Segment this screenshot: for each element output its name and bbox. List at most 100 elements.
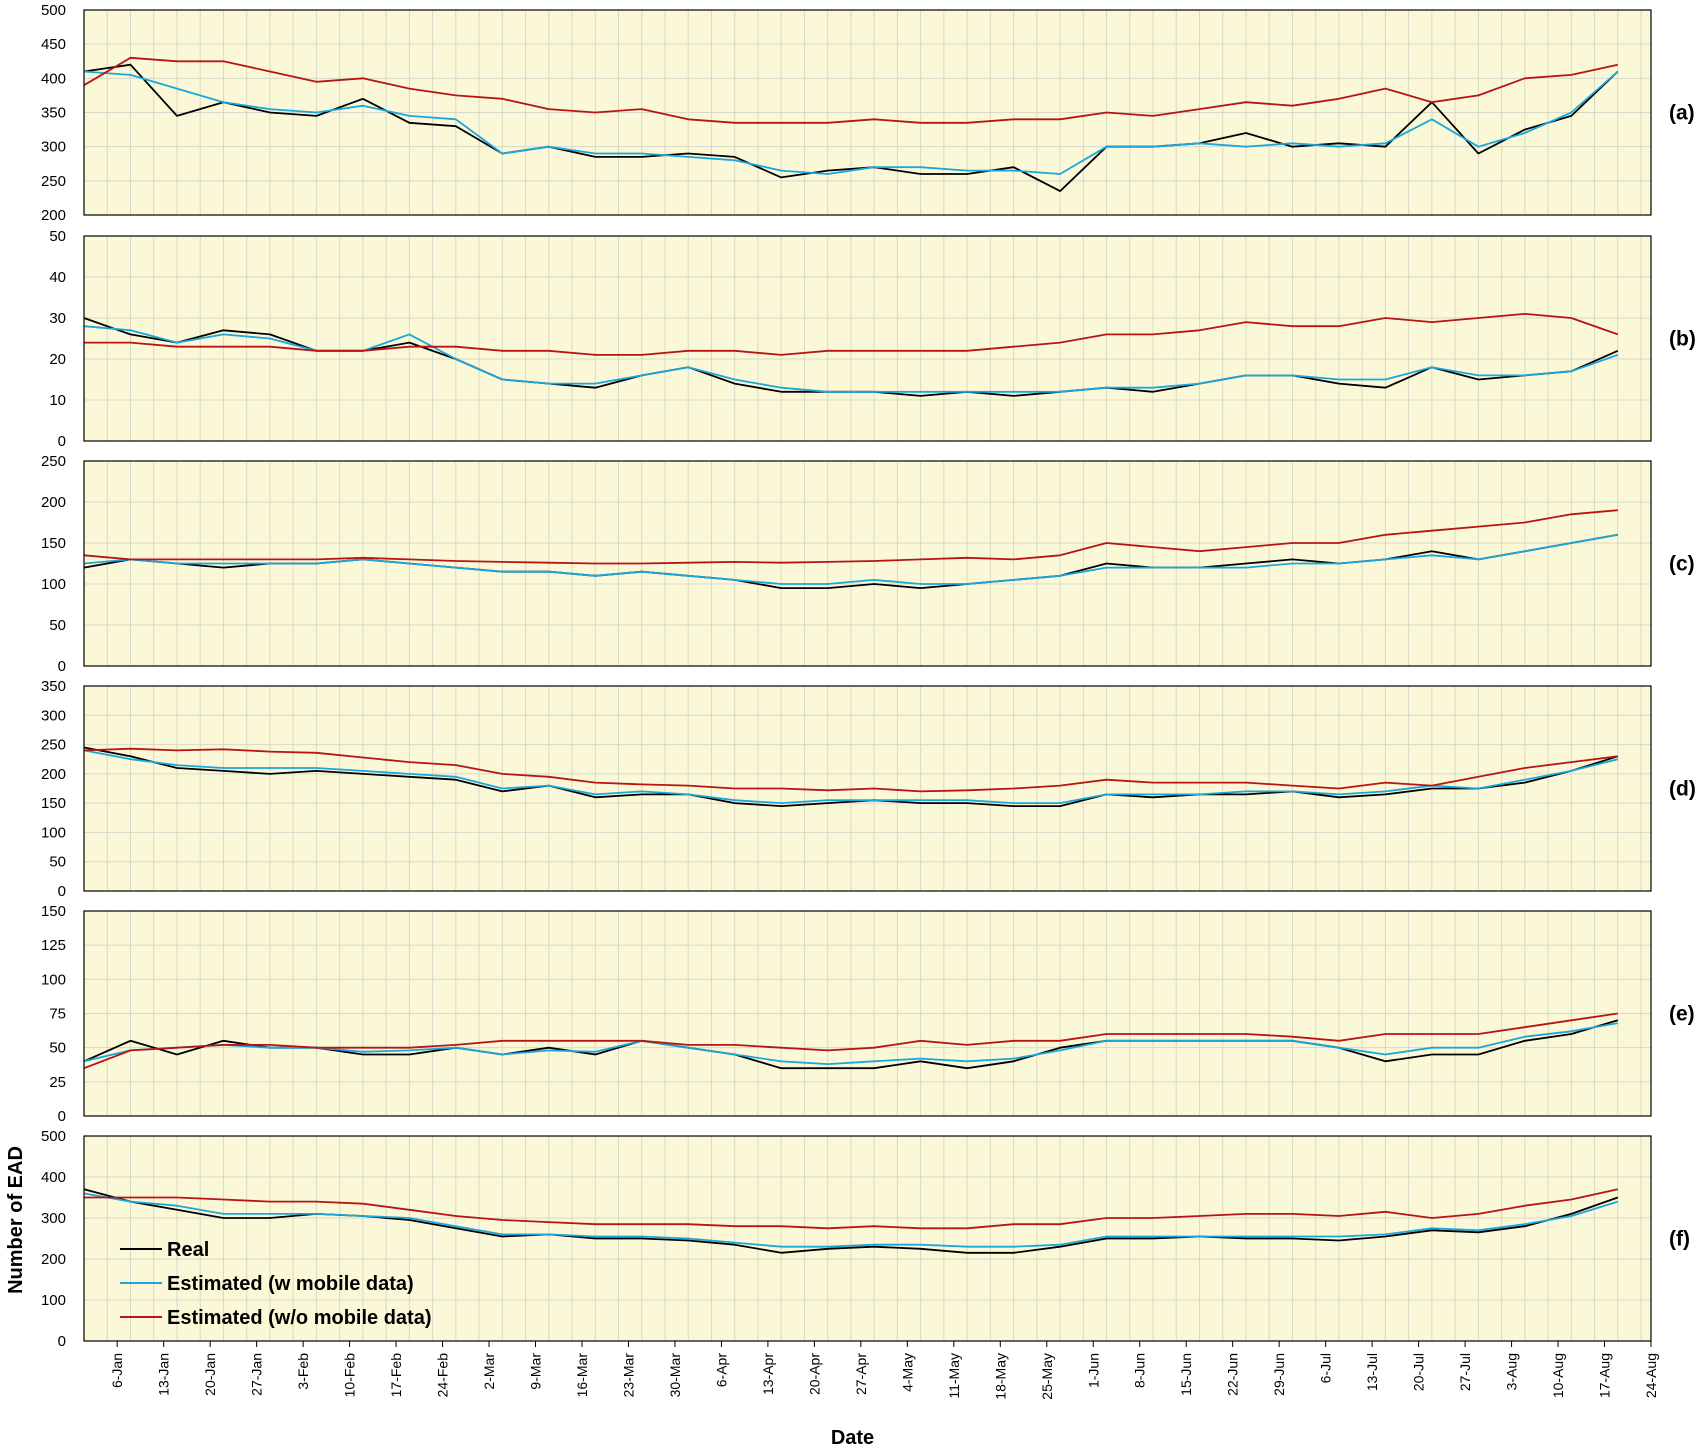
- y-tick-label: 75: [49, 1006, 66, 1023]
- y-tick-label: 150: [41, 535, 66, 552]
- x-tick-label: 20-Jan: [202, 1353, 218, 1396]
- panel-label: (a): [1669, 102, 1695, 125]
- panel-frame: [83, 1135, 1652, 1342]
- x-tick-label: 29-Jun: [1271, 1353, 1287, 1396]
- series-line-estimated-w-o-mobile-data: [84, 1188, 1618, 1230]
- x-tick-label: 4-May: [899, 1353, 915, 1392]
- panel-label: (e): [1669, 1003, 1695, 1026]
- series-line-estimated-w-o-mobile-data: [83, 1012, 1618, 1070]
- x-tick-label: 2-Mar: [481, 1353, 497, 1390]
- y-tick-label: 400: [41, 1169, 66, 1186]
- panel-label: (b): [1669, 328, 1696, 351]
- y-tick-label: 300: [41, 139, 66, 156]
- x-tick-label: 20-Jul: [1411, 1353, 1427, 1391]
- panel-frame: [83, 9, 1652, 216]
- y-tick-label: 500: [41, 1128, 66, 1145]
- x-tick-label: 1-Jun: [1085, 1353, 1101, 1388]
- x-tick-label: 13-Jul: [1364, 1353, 1380, 1391]
- x-tick-label: 22-Jun: [1225, 1353, 1241, 1396]
- series-line-estimated-w-o-mobile-data: [83, 56, 1618, 124]
- y-tick-label: 0: [58, 1108, 66, 1125]
- x-tick-label: 3-Feb: [295, 1353, 311, 1390]
- y-tick-label: 200: [41, 1251, 66, 1268]
- x-tick-label: 6-Jul: [1318, 1353, 1334, 1383]
- x-tick-label: 27-Jul: [1457, 1353, 1473, 1391]
- x-tick-label: 3-Aug: [1504, 1353, 1520, 1390]
- y-tick-label: 0: [58, 658, 66, 675]
- series-line-estimated-w-mobile-data: [83, 70, 1619, 175]
- panel-frame: [83, 235, 1652, 442]
- x-tick-label: 10-Feb: [342, 1353, 358, 1398]
- x-tick-label: 17-Aug: [1597, 1353, 1613, 1398]
- y-tick-label: 50: [49, 228, 66, 245]
- y-tick-label: 250: [41, 173, 66, 190]
- x-tick-label: 6-Apr: [713, 1353, 729, 1388]
- x-tick-label: 9-Mar: [528, 1353, 544, 1390]
- y-tick-label: 200: [41, 207, 66, 224]
- series-line-estimated-w-mobile-data: [83, 749, 1619, 804]
- y-tick-label: 400: [41, 70, 66, 87]
- y-axis-title: Number of EAD: [5, 1146, 27, 1294]
- y-tick-label: 300: [41, 1210, 66, 1227]
- x-tick-label: 30-Mar: [667, 1353, 683, 1398]
- panel-label: (d): [1669, 778, 1696, 801]
- y-tick-label: 150: [41, 795, 66, 812]
- x-tick-label: 10-Aug: [1550, 1353, 1566, 1398]
- x-tick-label: 11-May: [946, 1353, 962, 1399]
- series-line-estimated-w-o-mobile-data: [83, 509, 1618, 565]
- legend-label: Estimated (w mobile data): [167, 1273, 414, 1295]
- panel-background: [84, 1136, 1651, 1341]
- x-tick-label: 24-Feb: [435, 1353, 451, 1398]
- y-tick-label: 100: [41, 576, 66, 593]
- panel-background: [84, 461, 1651, 666]
- y-tick-label: 0: [58, 883, 66, 900]
- panel-label: (f): [1669, 1228, 1690, 1251]
- x-tick-label: 24-Aug: [1643, 1353, 1659, 1398]
- y-tick-label: 100: [41, 824, 66, 841]
- x-tick-label: 15-Jun: [1178, 1353, 1194, 1396]
- y-tick-label: 350: [41, 105, 66, 122]
- y-tick-label: 200: [41, 494, 66, 511]
- y-tick-label: 350: [41, 678, 66, 695]
- x-tick-label: 23-Mar: [620, 1353, 636, 1398]
- y-tick-label: 250: [41, 737, 66, 754]
- y-tick-label: 150: [41, 903, 66, 920]
- y-tick-label: 0: [58, 1333, 66, 1350]
- x-tick-label: 27-Jan: [249, 1353, 265, 1396]
- panel-background: [84, 236, 1651, 441]
- y-tick-label: 100: [41, 1292, 66, 1309]
- y-tick-label: 50: [49, 617, 66, 634]
- x-axis-title: Date: [831, 1427, 874, 1449]
- y-tick-label: 40: [49, 269, 66, 286]
- x-tick-label: 17-Feb: [388, 1353, 404, 1398]
- y-tick-label: 30: [49, 310, 66, 327]
- y-tick-label: 250: [41, 453, 66, 470]
- y-tick-label: 0: [58, 433, 66, 450]
- legend-label: Real: [167, 1239, 209, 1261]
- y-tick-label: 300: [41, 707, 66, 724]
- y-tick-label: 450: [41, 36, 66, 53]
- series-line-estimated-w-mobile-data: [83, 533, 1618, 585]
- panel-frame: [83, 460, 1652, 667]
- x-tick-label: 16-Mar: [574, 1353, 590, 1398]
- series-line-real: [83, 746, 1619, 807]
- x-tick-label: 20-Apr: [806, 1353, 822, 1395]
- y-tick-label: 125: [41, 937, 66, 954]
- x-tick-label: 18-May: [992, 1353, 1008, 1400]
- panel-frame: [83, 910, 1652, 1117]
- y-tick-label: 50: [49, 1040, 66, 1057]
- x-tick-label: 13-Jan: [156, 1353, 172, 1396]
- y-tick-label: 200: [41, 766, 66, 783]
- panel-label: (c): [1669, 553, 1695, 576]
- x-tick-label: 6-Jan: [109, 1353, 125, 1388]
- y-tick-label: 50: [49, 854, 66, 871]
- series-line-estimated-w-mobile-data: [83, 1192, 1619, 1248]
- y-tick-label: 25: [49, 1074, 66, 1091]
- series-line-real: [83, 1019, 1619, 1070]
- series-line-estimated-w-mobile-data: [83, 1022, 1618, 1065]
- x-tick-label: 27-Apr: [853, 1353, 869, 1395]
- y-tick-label: 10: [49, 392, 66, 409]
- y-tick-label: 20: [49, 351, 66, 368]
